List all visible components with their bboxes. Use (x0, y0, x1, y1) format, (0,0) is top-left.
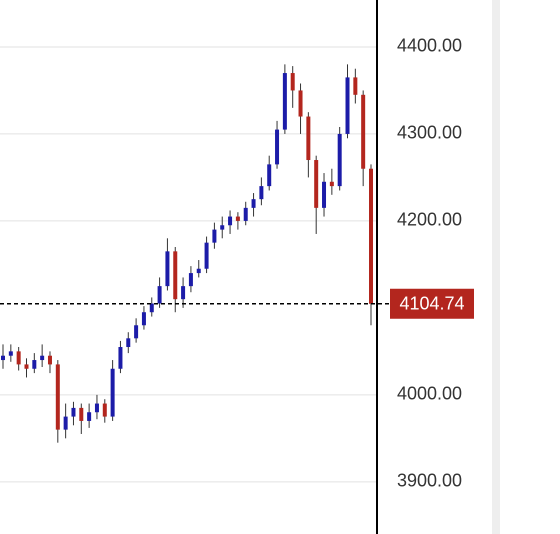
candle-body (102, 403, 107, 417)
candle-body (282, 73, 287, 130)
candle-body (40, 355, 45, 361)
candle-body (314, 160, 319, 208)
candle-body (361, 94, 366, 169)
y-tick-label: 4200.00 (397, 210, 462, 230)
candle-body (55, 364, 60, 430)
candle-body (369, 168, 373, 304)
candle-body (8, 351, 13, 356)
y-tick-label: 4300.00 (397, 123, 462, 143)
candle-body (259, 186, 264, 200)
candle-body (322, 181, 327, 208)
candle-body (165, 251, 170, 287)
candle-body (63, 416, 68, 430)
candle-body (110, 368, 115, 417)
candle-body (298, 90, 303, 117)
candle-body (79, 407, 84, 421)
candle-body (267, 164, 272, 187)
candle-body (118, 347, 123, 369)
candle-body (251, 199, 256, 208)
candle-body (141, 312, 146, 326)
candle-body (196, 268, 201, 274)
candle-body (47, 355, 52, 365)
candle-body (71, 407, 76, 417)
candle-body (329, 181, 334, 187)
candle-body (345, 77, 350, 134)
candle-body (235, 216, 240, 221)
y-tick-label: 3900.00 (397, 471, 462, 491)
candle-body (306, 116, 311, 161)
candle-body (126, 338, 131, 348)
candle-body (204, 242, 209, 269)
last-price-box (390, 288, 474, 319)
candle-body (16, 351, 21, 365)
candle-body (353, 77, 358, 95)
candle-body (188, 273, 193, 287)
candle-body (173, 251, 178, 300)
candle-body (228, 216, 233, 226)
candle-body (275, 129, 280, 165)
scroll-strip (492, 0, 500, 534)
candle-body (181, 286, 186, 300)
candle-body (32, 360, 37, 369)
candle-body (87, 412, 92, 421)
candle-body (94, 403, 99, 413)
candle-body (1, 355, 5, 361)
candle-body (24, 364, 29, 369)
candle-body (212, 229, 217, 243)
candle-body (290, 73, 295, 91)
y-tick-label: 4000.00 (397, 384, 462, 404)
last-price-label: 4104.74 (399, 294, 464, 314)
candle-body (134, 325, 139, 339)
candle-body (157, 286, 162, 304)
candle-body (220, 225, 225, 230)
candle-body (149, 303, 154, 313)
candle-body (243, 207, 248, 221)
y-tick-label: 4400.00 (397, 36, 462, 56)
candle-body (337, 133, 342, 187)
